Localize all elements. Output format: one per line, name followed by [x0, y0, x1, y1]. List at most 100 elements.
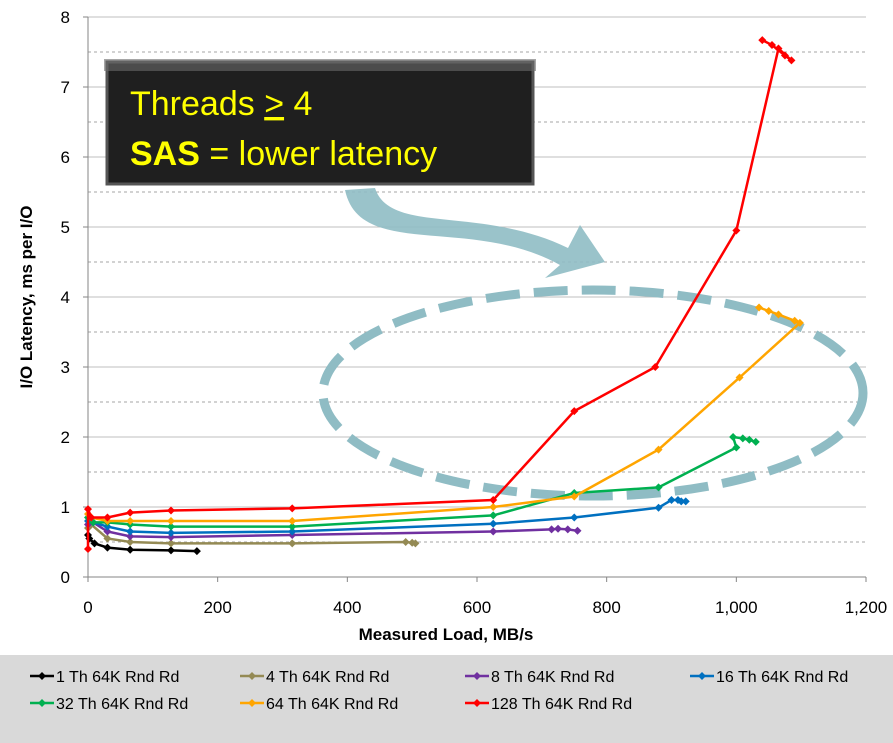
data-point — [729, 433, 738, 441]
data-point — [166, 517, 175, 525]
data-point — [166, 528, 175, 537]
arrow — [345, 188, 605, 278]
data-point — [166, 506, 175, 515]
data-point — [570, 407, 579, 416]
y-tick-label: 5 — [61, 218, 70, 237]
data-point — [758, 36, 767, 45]
y-tick-label: 1 — [61, 498, 70, 517]
annotation-box — [105, 60, 535, 186]
data-point — [126, 508, 135, 517]
data-point — [489, 511, 498, 520]
data-point — [774, 310, 783, 319]
legend-label: 8 Th 64K Rnd Rd — [491, 669, 614, 686]
x-tick-label: 200 — [203, 598, 231, 617]
data-point — [401, 538, 410, 546]
data-point — [87, 513, 96, 522]
ellipse-highlight — [318, 285, 868, 501]
legend-marker — [38, 699, 46, 707]
data-point — [103, 534, 112, 543]
legend-marker — [698, 672, 706, 680]
legend-label: 128 Th 64K Rnd Rd — [491, 696, 632, 713]
data-point — [166, 522, 175, 531]
data-point — [126, 532, 135, 541]
annotation-text: Threads — [130, 85, 255, 123]
legend-label: 16 Th 64K Rnd Rd — [716, 669, 848, 686]
data-point — [764, 307, 773, 315]
annotation-text: > — [264, 85, 284, 123]
data-point — [787, 56, 796, 65]
y-tick-label: 2 — [61, 428, 70, 447]
data-point — [411, 539, 420, 548]
legend-background — [0, 655, 893, 743]
data-point — [732, 226, 741, 235]
annotation-text: 4 — [294, 85, 313, 123]
data-point — [84, 545, 92, 553]
x-axis-title: Measured Load, MB/s — [359, 625, 534, 644]
data-point — [767, 41, 776, 49]
data-point — [677, 497, 686, 506]
data-point — [654, 503, 663, 512]
data-point — [126, 545, 135, 554]
data-point — [570, 513, 579, 522]
annotation-line2: SAS = lower latency — [130, 135, 437, 173]
data-point — [780, 51, 789, 60]
x-tick-label: 0 — [83, 598, 92, 617]
data-point — [790, 316, 799, 325]
annotation-line1: Threads > 4 — [130, 85, 312, 123]
legend-marker — [248, 672, 256, 680]
legend-label: 64 Th 64K Rnd Rd — [266, 696, 398, 713]
data-point — [126, 538, 135, 546]
x-tick-label: 1,000 — [715, 598, 758, 617]
data-point — [166, 539, 175, 548]
legend-label: 1 Th 64K Rnd Rd — [56, 669, 179, 686]
series-line — [86, 38, 793, 549]
data-point — [751, 437, 760, 446]
legend-marker — [473, 699, 481, 707]
data-point — [570, 492, 579, 501]
data-point — [103, 543, 112, 552]
data-point — [489, 503, 498, 511]
x-tick-label: 800 — [592, 598, 620, 617]
data-point — [103, 527, 112, 536]
data-point — [126, 527, 135, 536]
y-tick-label: 4 — [61, 288, 70, 307]
y-axis-title: I/O Latency, ms per I/O — [17, 206, 36, 389]
plot — [84, 36, 804, 556]
data-point — [90, 539, 99, 548]
data-point — [732, 443, 741, 452]
legend-label: 32 Th 64K Rnd Rd — [56, 696, 188, 713]
data-point — [489, 527, 498, 536]
x-tick-label: 1,200 — [845, 598, 888, 617]
data-point — [288, 539, 297, 548]
x-tick-label: 600 — [463, 598, 491, 617]
data-point — [489, 496, 498, 504]
annotation-text: = lower latency — [209, 135, 437, 173]
data-point — [489, 519, 498, 528]
legend-marker — [473, 672, 481, 680]
data-point — [547, 525, 556, 534]
data-point — [103, 522, 112, 531]
y-tick-label: 0 — [61, 568, 70, 587]
data-point — [755, 303, 764, 312]
y-tick-label: 3 — [61, 358, 70, 377]
data-point — [654, 483, 663, 492]
data-point — [166, 533, 175, 542]
data-point — [735, 373, 744, 382]
legend-label: 4 Th 64K Rnd Rd — [266, 669, 389, 686]
data-point — [651, 363, 660, 371]
y-tick-label: 7 — [61, 78, 70, 97]
data-point — [654, 445, 663, 454]
y-tick-label: 6 — [61, 148, 70, 167]
data-point — [126, 517, 135, 525]
data-point — [774, 44, 783, 53]
data-point — [192, 547, 201, 556]
x-tick-label: 400 — [333, 598, 361, 617]
legend-marker — [38, 672, 46, 680]
data-point — [745, 435, 754, 444]
box-highlight — [104, 59, 536, 71]
data-point — [84, 505, 92, 514]
data-point — [667, 496, 676, 504]
data-point — [563, 525, 572, 534]
data-point — [681, 497, 690, 506]
